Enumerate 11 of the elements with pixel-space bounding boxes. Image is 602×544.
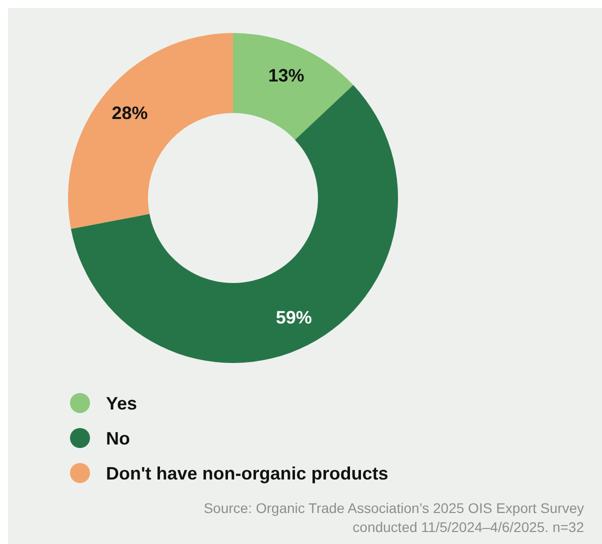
legend-label: Yes xyxy=(106,393,138,414)
legend-label: Don't have non-organic products xyxy=(106,463,388,484)
source-note: Source: Organic Trade Association’s 2025 OIS Export Survey xyxy=(204,500,584,516)
donut-slice xyxy=(233,33,354,140)
donut-slice xyxy=(68,33,233,229)
data-label: 13% xyxy=(268,65,304,86)
donut-slice xyxy=(70,85,398,363)
text: conducted 11/5/2024–4/6/2025. n=32 xyxy=(352,519,584,535)
legend-label: No xyxy=(106,428,130,448)
data-label: 28% xyxy=(112,102,148,123)
data-label: 59% xyxy=(276,308,312,328)
